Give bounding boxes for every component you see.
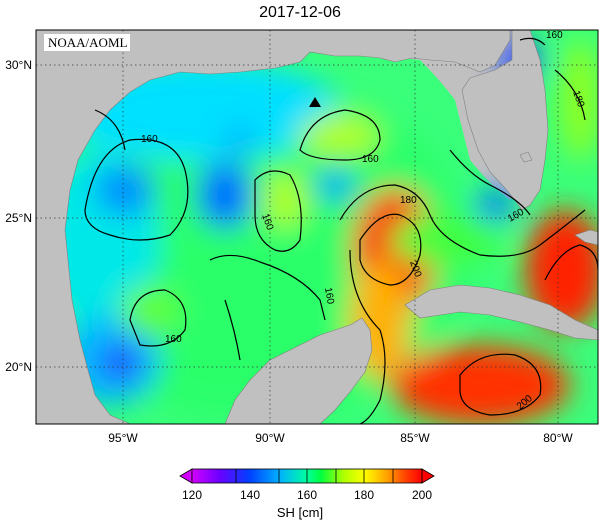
contour-label: 160	[141, 134, 158, 145]
lat-axis: 30°N 25°N 20°N	[5, 58, 32, 374]
colorbar-tick-label: 180	[354, 488, 374, 502]
colorbar-max-arrow	[421, 468, 435, 484]
lon-tick-label: 95°W	[108, 431, 138, 445]
map-title: 2017-12-06	[259, 4, 341, 21]
land-masses	[36, 30, 598, 424]
lon-tick-label: 90°W	[255, 431, 285, 445]
lon-tick-label: 80°W	[543, 431, 573, 445]
lat-tick-label: 30°N	[5, 58, 32, 72]
sea-height-field	[36, 30, 598, 424]
colorbar-tick-label: 200	[412, 488, 432, 502]
station-marker	[309, 97, 321, 107]
contour-label: 160	[322, 287, 336, 306]
colorbar-tick-label: 160	[297, 488, 317, 502]
watermark: NOAA/AOML	[48, 35, 128, 50]
map-frame	[35, 29, 599, 425]
lon-tick-label: 85°W	[400, 431, 430, 445]
contour-label: 180	[400, 195, 417, 206]
contour-label: 160	[362, 154, 379, 165]
colorbar-tick-label: 120	[182, 488, 202, 502]
colorbar-min-arrow	[179, 468, 193, 484]
lat-tick-label: 20°N	[5, 360, 32, 374]
watermark-box	[44, 34, 130, 51]
lon-axis: 95°W 90°W 85°W 80°W	[108, 431, 573, 445]
colorbar-tick-label: 140	[240, 488, 260, 502]
contour-label: 160	[546, 30, 563, 41]
contour-label: 160	[165, 334, 182, 345]
colorbar-label: SH [cm]	[276, 505, 324, 520]
contour-lines	[84, 37, 598, 424]
colorbar: 120 140 160 180 200	[179, 468, 435, 502]
lat-lon-grid	[36, 30, 598, 424]
lat-tick-label: 25°N	[5, 211, 32, 225]
